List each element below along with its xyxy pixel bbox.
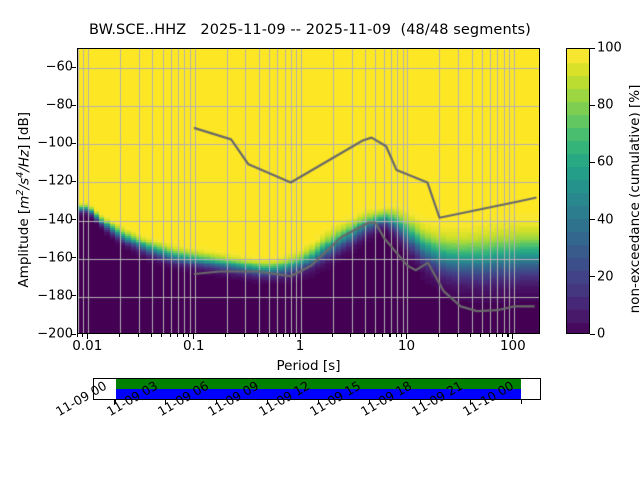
y-axis-tick-mark — [71, 295, 76, 297]
page-title: BW.SCE..HHZ 2025-11-09 -- 2025-11-09 (48… — [89, 22, 531, 38]
x-axis-tick-mark — [275, 334, 278, 337]
timeline-axes[interactable] — [93, 378, 541, 400]
colorbar-tick-label: 40 — [597, 212, 614, 228]
timeline-tick-mark — [165, 400, 167, 404]
timeline-tick-mark — [521, 400, 523, 404]
ppsd-plot-axes[interactable] — [77, 48, 540, 334]
x-axis-tick-label: 1 — [295, 338, 305, 354]
y-axis-label-suffix: ] [dB] — [15, 111, 32, 150]
colorbar-tick-label: 0 — [597, 326, 606, 342]
y-axis-tick-mark — [71, 257, 76, 259]
x-axis-tick-mark — [437, 334, 440, 337]
y-axis-tick-label: −160 — [37, 250, 73, 266]
x-axis-tick-mark — [176, 334, 178, 337]
x-axis-tick-label: 10 — [397, 338, 416, 354]
y-axis-tick-mark — [71, 104, 76, 106]
x-axis-tick-mark — [81, 334, 84, 337]
x-axis-tick-mark — [470, 334, 472, 337]
colorbar-gradient — [567, 49, 589, 333]
y-axis-tick-label: −140 — [37, 212, 73, 228]
colorbar-axes[interactable] — [566, 48, 590, 334]
x-axis-tick-mark — [257, 334, 259, 337]
noise-model-curves — [78, 49, 539, 333]
timeline-tick-mark — [266, 400, 269, 404]
x-axis-tick-mark — [193, 334, 195, 339]
x-axis-tick-mark — [118, 334, 120, 337]
x-axis-tick-mark — [382, 334, 384, 337]
x-axis-tick-mark — [243, 334, 246, 337]
y-axis-tick-label: −120 — [37, 173, 73, 189]
colorbar-tick-mark — [590, 219, 595, 221]
x-axis-tick-mark — [150, 334, 152, 337]
colorbar-label: non-exceedance (cumulative) [%] — [627, 84, 640, 314]
x-axis-tick-mark — [495, 334, 497, 337]
x-axis-tick-label: 0.01 — [72, 338, 103, 354]
y-axis-tick-mark — [71, 333, 76, 335]
y-axis-label-unit: m2/s4/Hz — [14, 149, 32, 209]
x-axis-tick-mark — [137, 334, 139, 337]
y-axis-ticks: −60 −80 −100 −120 −140 −160 −180 −200 — [5, 0, 73, 480]
y-axis-tick-label: −200 — [37, 326, 73, 342]
x-axis-tick-mark — [289, 334, 291, 337]
timeline-tick-mark — [216, 400, 218, 404]
x-axis-tick-mark — [456, 334, 458, 337]
x-axis-tick-label: 100 — [499, 338, 526, 354]
timeline-bar-green — [115, 379, 521, 389]
y-axis-tick-mark — [71, 180, 76, 183]
x-axis-tick-mark — [267, 334, 269, 337]
x-axis-tick-mark — [76, 334, 78, 337]
y-axis-label: Amplitude [m2/s4/Hz] [dB] — [14, 70, 32, 330]
colorbar-tick-label: 60 — [597, 154, 614, 170]
x-axis-tick-mark — [294, 334, 296, 337]
x-axis-tick-mark — [182, 334, 184, 337]
x-axis-tick-mark — [299, 334, 301, 339]
y-axis-tick-label: −100 — [37, 135, 73, 151]
timeline-tick-mark — [470, 400, 472, 404]
x-axis-label: Period [s] — [276, 358, 341, 374]
y-axis-tick-label: −60 — [45, 59, 73, 75]
x-axis-tick-mark — [405, 334, 408, 339]
x-axis-tick-mark — [488, 334, 490, 337]
x-axis-tick-mark — [507, 334, 509, 337]
x-axis-tick-mark — [188, 334, 190, 337]
x-axis-tick-mark — [363, 334, 365, 337]
x-axis-tick-label: 0.1 — [182, 338, 205, 354]
x-axis-tick-mark — [86, 334, 88, 339]
colorbar-tick-label: 80 — [597, 97, 614, 113]
x-axis-tick-mark — [331, 334, 333, 337]
timeline-tick-mark — [317, 400, 319, 404]
y-axis-label-prefix: Amplitude [ — [15, 208, 32, 288]
x-axis-tick-mark — [480, 334, 482, 337]
x-axis-tick-mark — [225, 334, 227, 337]
y-axis-tick-label: −80 — [45, 97, 73, 113]
timeline-tick-mark — [419, 400, 421, 404]
x-axis-tick-mark — [389, 334, 391, 337]
colorbar-tick-mark — [590, 104, 595, 106]
x-axis-tick-mark — [373, 334, 376, 337]
y-axis-tick-mark — [71, 219, 76, 221]
x-axis-tick-mark — [395, 334, 397, 337]
timeline-bar-blue — [115, 389, 521, 399]
colorbar-tick-mark — [590, 47, 595, 49]
colorbar-tick-label: 20 — [597, 269, 614, 285]
x-axis-tick-mark — [502, 334, 504, 337]
y-axis-tick-mark — [71, 66, 76, 68]
x-axis-tick-mark — [512, 334, 514, 339]
colorbar-tick-mark — [590, 161, 595, 163]
timeline-tick-mark — [368, 400, 370, 404]
y-axis-tick-label: −180 — [37, 288, 73, 304]
x-axis-tick-mark — [350, 334, 352, 337]
y-axis-tick-mark — [71, 142, 76, 144]
x-axis-tick-mark — [161, 334, 163, 337]
x-axis-tick-mark — [169, 334, 171, 337]
timeline-tick-mark — [114, 400, 116, 404]
colorbar-tick-mark — [590, 276, 595, 278]
colorbar-tick-mark — [590, 333, 595, 335]
x-axis-tick-mark — [283, 334, 285, 337]
colorbar-tick-label: 100 — [597, 40, 622, 56]
x-axis-tick-mark — [401, 334, 403, 337]
